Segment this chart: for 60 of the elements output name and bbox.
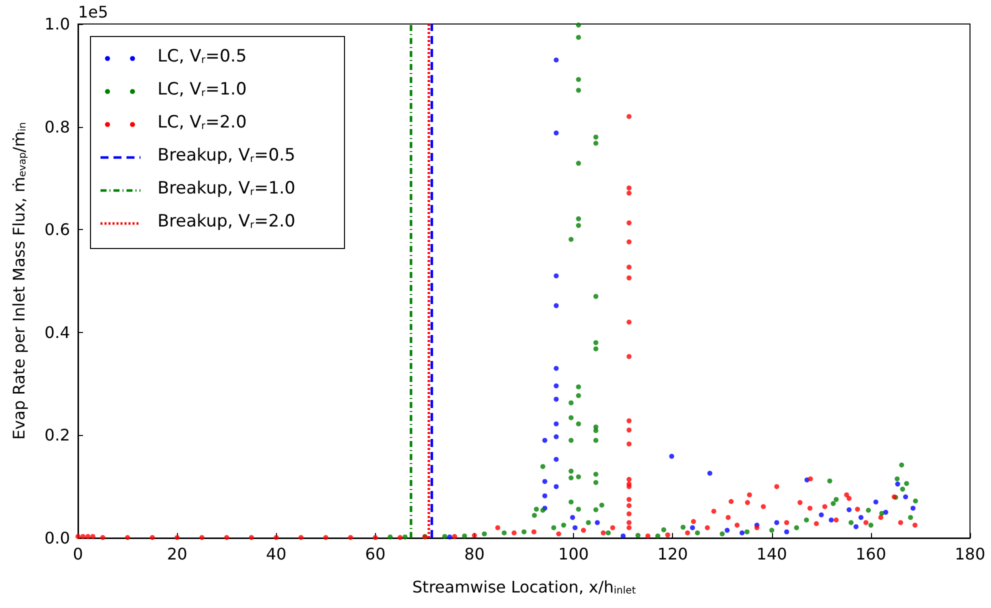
point xyxy=(554,57,559,62)
y-tick-label: 0.8 xyxy=(44,117,70,136)
x-axis-title: Streamwise Location, x/hinlet xyxy=(412,578,636,596)
point xyxy=(873,500,878,505)
point xyxy=(620,533,626,538)
legend-label: Breakup, Vr=1.0 xyxy=(158,178,296,198)
legend-label: LC, Vr=1.0 xyxy=(158,80,247,100)
point xyxy=(669,454,674,459)
point xyxy=(707,470,712,476)
legend-label: LC, Vr=2.0 xyxy=(158,112,247,132)
x-tick-label: 0 xyxy=(72,544,84,564)
point xyxy=(554,396,559,402)
x-tick-label: 20 xyxy=(166,544,188,564)
point xyxy=(858,514,864,520)
legend-label: LC, Vr=0.5 xyxy=(158,46,247,66)
point xyxy=(910,506,916,511)
point xyxy=(554,383,559,388)
point xyxy=(554,421,559,426)
point xyxy=(570,514,576,520)
y-tick-label: 0.0 xyxy=(44,528,70,548)
x-tick-label: 100 xyxy=(558,544,589,564)
point xyxy=(740,530,745,536)
point xyxy=(818,512,824,518)
point xyxy=(554,434,559,440)
text: 1e5 xyxy=(78,2,108,22)
legend-label: Breakup, Vr=0.5 xyxy=(158,146,296,166)
point xyxy=(784,529,790,534)
point xyxy=(724,528,730,533)
x-tick-label: 80 xyxy=(464,544,485,564)
point xyxy=(554,366,559,371)
x-tick-label: 120 xyxy=(657,544,688,564)
y-tick-label: 0.6 xyxy=(44,220,70,240)
y-tick-label: 0.2 xyxy=(44,426,70,445)
point xyxy=(594,520,600,526)
x-tick-label: 40 xyxy=(266,544,286,564)
y-axis-title: Evap Rate per Inlet Mass Flux, ṁevap/ṁin xyxy=(10,122,28,440)
point xyxy=(447,534,452,540)
x-tick-label: 60 xyxy=(365,544,386,564)
legend-label: Breakup, Vr=2.0 xyxy=(158,212,296,232)
x-tick-label: 180 xyxy=(954,544,986,564)
y-tick-label: 1.0 xyxy=(44,14,70,34)
point xyxy=(572,525,578,530)
point xyxy=(828,518,834,523)
y-tick-label: 0.4 xyxy=(44,322,70,342)
point xyxy=(542,478,548,484)
point xyxy=(774,520,780,526)
point xyxy=(903,494,908,500)
point xyxy=(542,493,548,498)
point xyxy=(554,303,559,308)
point xyxy=(854,524,859,530)
point xyxy=(846,507,852,512)
x-tick-label: 160 xyxy=(856,544,886,564)
point xyxy=(554,130,559,136)
point xyxy=(542,438,548,443)
point xyxy=(554,273,559,278)
point xyxy=(895,482,900,487)
point xyxy=(554,484,559,490)
x-tick-label: 140 xyxy=(756,544,788,564)
point xyxy=(690,525,695,530)
point xyxy=(554,456,559,462)
